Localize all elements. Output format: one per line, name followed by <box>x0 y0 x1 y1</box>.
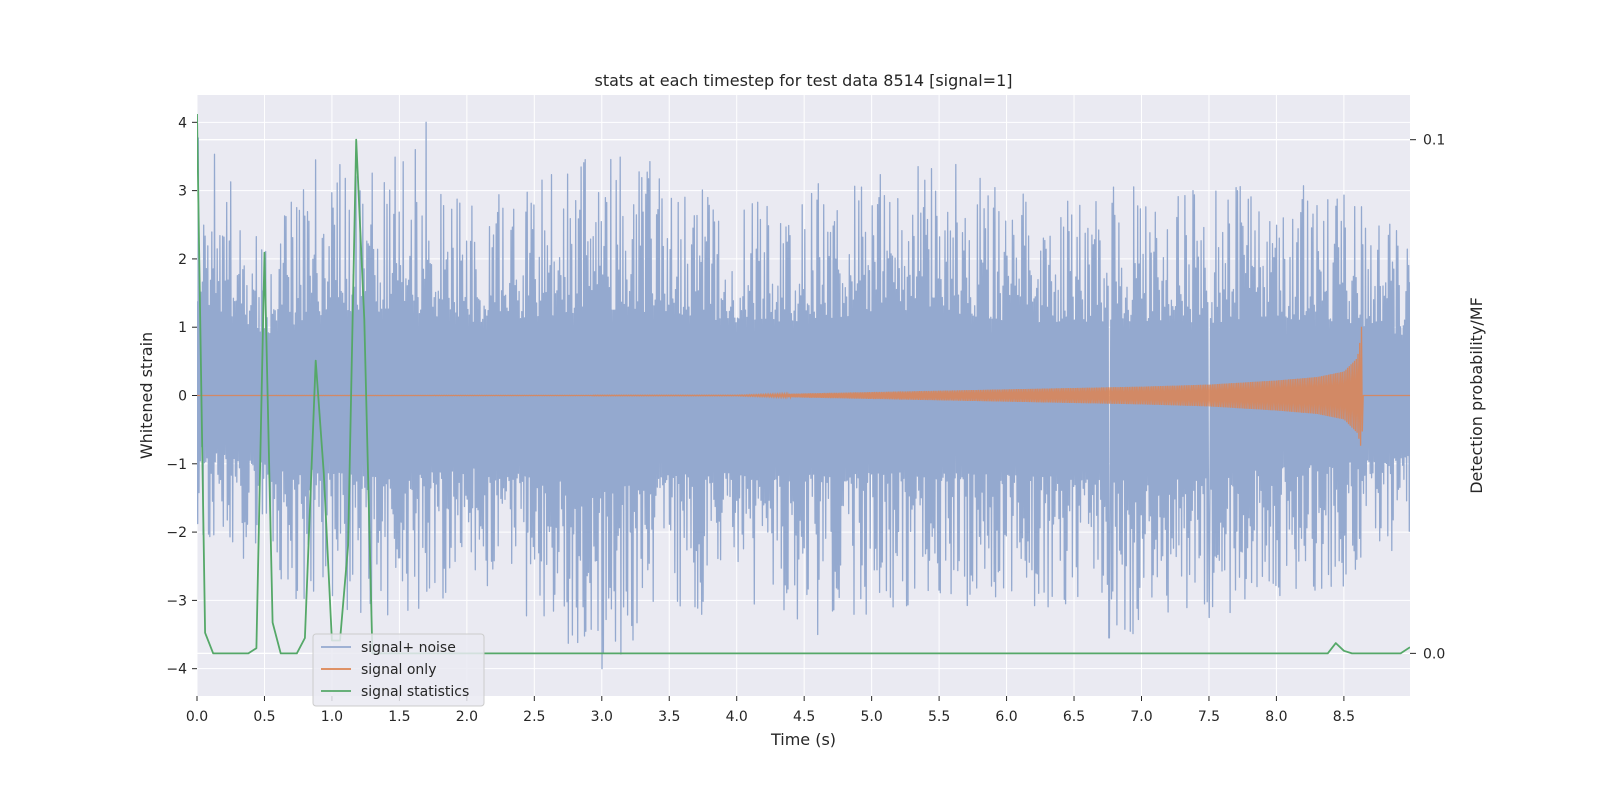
signal-only-line <box>197 326 1410 446</box>
chart-title: stats at each timestep for test data 851… <box>594 71 1012 90</box>
y-tick-label: 2 <box>178 252 187 268</box>
axes: 0.0 0.5 1.0 1.5 2.0 2.5 3.0 3.5 4.0 4.5 5.0 5.5 6.0 6… <box>166 115 1445 725</box>
y-axis-label: Whitened strain <box>137 332 156 459</box>
x-tick-label: 6.5 <box>1063 709 1085 725</box>
y2-tick-label: 0.1 <box>1423 133 1445 149</box>
y-tick-label: 0 <box>178 389 187 405</box>
x-tick-label: 1.0 <box>321 709 343 725</box>
x-tick-label: 7.5 <box>1198 709 1220 725</box>
legend-box <box>312 633 485 707</box>
x-tick-label: 2.5 <box>523 709 545 725</box>
y-tick-label: 1 <box>178 320 187 336</box>
legend: signal+ noise signal only signal statistic… <box>312 633 485 707</box>
x-tick-label: 0.5 <box>253 709 275 725</box>
x-tick-label: 3.0 <box>591 709 613 725</box>
x-tick-label: 5.0 <box>861 709 883 725</box>
x-tick-label: 0.0 <box>186 709 208 725</box>
x-tick-label: 8.5 <box>1333 709 1355 725</box>
y-tick-label: −2 <box>166 525 187 541</box>
x-tick-label: 7.0 <box>1130 709 1152 725</box>
y-tick-label: −3 <box>166 593 187 609</box>
signal-noise-line <box>197 121 1410 670</box>
y-tick-label: −4 <box>166 662 187 678</box>
legend-label: signal only <box>361 662 436 678</box>
x-tick-label: 2.0 <box>456 709 478 725</box>
x-tick-label: 4.0 <box>726 709 748 725</box>
x-tick-label: 1.5 <box>388 709 410 725</box>
x-tick-label: 5.5 <box>928 709 950 725</box>
x-tick-label: 8.0 <box>1265 709 1287 725</box>
y2-axis-label: Detection probability/MF <box>1467 297 1486 494</box>
x-axis-label: Time (s) <box>770 730 836 749</box>
legend-label: signal+ noise <box>361 640 456 656</box>
x-tick-label: 6.0 <box>995 709 1017 725</box>
y-tick-label: 3 <box>178 184 187 200</box>
x-tick-label: 4.5 <box>793 709 815 725</box>
y2-tick-label: 0.0 <box>1423 646 1445 662</box>
legend-label: signal statistics <box>361 684 469 700</box>
y-tick-label: 4 <box>178 115 187 131</box>
x-tick-label: 3.5 <box>658 709 680 725</box>
y-tick-label: −1 <box>166 457 187 473</box>
